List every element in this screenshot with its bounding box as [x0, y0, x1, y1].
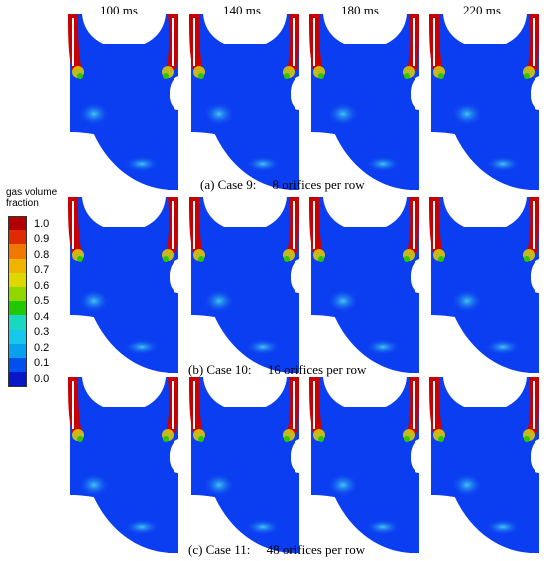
legend-label: 0.0 [34, 372, 50, 385]
legend-swatch [8, 272, 26, 287]
contour-svg [429, 197, 545, 373]
legend-label: 0.7 [34, 264, 50, 277]
legend-title-line1: gas volume [6, 187, 58, 198]
gas-jet-left [429, 14, 443, 70]
contour-panel [425, 197, 545, 375]
gas-jet-left [189, 14, 203, 70]
caption-case-10: (b) Case 10: 16 orifices per row [188, 362, 367, 377]
legend-label: 0.8 [34, 248, 50, 261]
caption-case-9: (a) Case 9: 8 orifices per row [200, 177, 365, 192]
legend-label: 0.2 [34, 341, 50, 354]
legend-label: 0.6 [34, 279, 50, 292]
legend-swatch [8, 372, 26, 387]
bowl-region [441, 66, 535, 190]
contour-svg [429, 14, 545, 190]
gas-jet-left [189, 197, 203, 253]
legend-title: gas volume fraction [6, 187, 57, 209]
contour-svg [309, 14, 425, 190]
legend-swatch [8, 343, 26, 358]
legend-label: 0.1 [34, 357, 50, 370]
gas-jet-left [189, 377, 203, 433]
legend-label: 0.5 [34, 295, 50, 308]
gas-jet-left [68, 197, 82, 253]
legend-label: 0.4 [34, 310, 50, 323]
legend-label: 1.0 [34, 218, 50, 230]
legend-border [8, 216, 27, 388]
contour-panel [64, 197, 184, 375]
contour-panel [425, 377, 545, 555]
gas-jet-left [68, 377, 82, 433]
contour-panel [64, 377, 184, 555]
contour-panel [185, 377, 305, 555]
legend-swatch [8, 230, 26, 245]
gas-jet-left [429, 197, 443, 253]
bowl-region [321, 66, 415, 190]
caption-case-11: (c) Case 11: 48 orifices per row [188, 542, 366, 557]
gas-jet-left [429, 377, 443, 433]
legend-label: 0.3 [34, 326, 50, 339]
legend-swatch [8, 301, 26, 316]
contour-panel [185, 197, 305, 375]
gas-jet-left [68, 14, 82, 70]
contour-panel [305, 197, 425, 375]
legend-swatch [8, 358, 26, 373]
legend-swatch [8, 287, 26, 302]
gas-jet-left [309, 197, 323, 253]
contour-svg [189, 14, 305, 190]
legend-swatch [8, 216, 26, 231]
gas-jet-left [309, 14, 323, 70]
legend-swatch [8, 329, 26, 344]
contour-svg [189, 377, 305, 553]
contour-panel [64, 14, 184, 192]
contour-svg [68, 377, 184, 553]
contour-svg [309, 377, 425, 553]
contour-svg [189, 197, 305, 373]
contour-svg [309, 197, 425, 373]
legend-label: 0.9 [34, 233, 50, 246]
contour-panel [305, 14, 425, 192]
contour-panel [425, 14, 545, 192]
legend-swatch [8, 315, 26, 330]
contour-svg [429, 377, 545, 553]
contour-svg [68, 197, 184, 373]
bowl-region [201, 66, 295, 190]
legend-swatch [8, 258, 26, 273]
contour-panel [305, 377, 425, 555]
contour-svg [68, 14, 184, 190]
bowl-region [80, 66, 174, 190]
gas-jet-left [309, 377, 323, 433]
bowl-region [441, 249, 535, 373]
legend-title-line2: fraction [6, 198, 39, 209]
contour-panel [185, 14, 305, 192]
legend-swatch [8, 244, 26, 259]
